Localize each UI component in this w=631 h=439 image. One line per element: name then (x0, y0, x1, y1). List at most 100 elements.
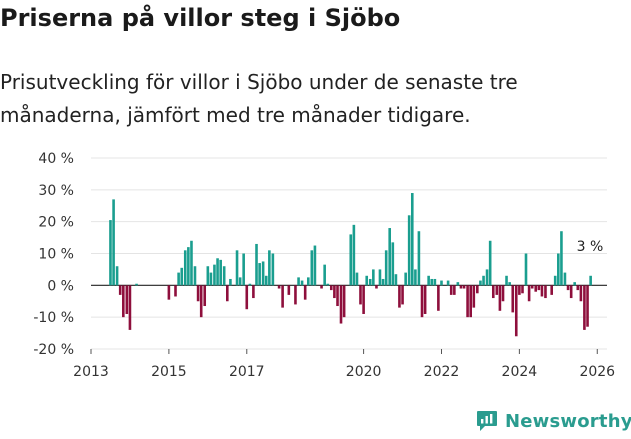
bar (527, 285, 531, 302)
bar (569, 285, 573, 299)
x-tick-label: 2022 (424, 364, 460, 380)
bar (563, 272, 567, 286)
bar (521, 285, 524, 294)
y-tick-label: 40 % (38, 151, 74, 167)
bar (482, 275, 485, 286)
bar (440, 280, 443, 286)
bar (573, 282, 576, 286)
x-tick-label: 2024 (502, 364, 538, 380)
bar (553, 275, 557, 286)
bar (238, 277, 242, 286)
bar (476, 285, 479, 294)
bar (466, 285, 469, 318)
bar (589, 275, 592, 286)
bar (242, 253, 245, 286)
bar (349, 234, 353, 286)
bar (485, 269, 489, 286)
bar (446, 280, 450, 286)
bar (206, 266, 210, 286)
bar (115, 266, 119, 286)
bar (255, 243, 258, 286)
bar (122, 285, 125, 318)
bar (501, 285, 505, 302)
bar (235, 250, 239, 286)
bar (342, 285, 346, 318)
bar (264, 275, 268, 286)
bar (277, 285, 281, 289)
bar (329, 285, 333, 291)
x-tick-label: 2013 (73, 364, 109, 380)
y-tick-label: -10 % (33, 310, 74, 326)
bar (297, 277, 300, 286)
bar (199, 285, 203, 318)
bar (394, 274, 398, 286)
chart-subtitle: Prisutveckling för villor i Sjöbo under … (0, 70, 518, 127)
bar (180, 267, 184, 286)
bar (550, 285, 554, 295)
bar (423, 285, 427, 314)
bar (112, 199, 115, 286)
bar (359, 285, 362, 305)
bar (384, 250, 388, 286)
x-tick-label: 2017 (229, 364, 265, 380)
bar (187, 247, 190, 286)
bar (410, 193, 414, 286)
bar (183, 250, 187, 286)
bar-series (109, 193, 592, 337)
bar (524, 253, 528, 286)
bar (378, 269, 382, 286)
bar (219, 259, 222, 286)
bar (248, 283, 252, 286)
bar (326, 283, 330, 286)
bar (320, 285, 323, 289)
bar (407, 215, 411, 286)
bar (491, 285, 495, 299)
bar (469, 285, 472, 318)
bar (420, 285, 424, 318)
y-tick-label: 30 % (38, 183, 74, 199)
bar (125, 285, 129, 314)
bar (534, 285, 538, 292)
bar (323, 264, 326, 286)
bar (352, 224, 356, 286)
bar (511, 285, 515, 313)
bar (307, 277, 310, 286)
bar (177, 272, 180, 286)
bar (271, 253, 275, 286)
bar (261, 261, 265, 286)
bar (544, 285, 547, 299)
bar (118, 285, 122, 295)
bar (427, 275, 430, 286)
bar (576, 285, 580, 291)
chart-title: Priserna på villor steg i Sjöbo (0, 4, 401, 32)
bar (203, 285, 207, 307)
bar (209, 272, 213, 286)
bar (566, 285, 570, 291)
y-tick-label: 10 % (38, 247, 74, 263)
newsworthy-logo[interactable]: Newsworthy (476, 407, 631, 435)
bar (167, 285, 171, 300)
bar (583, 285, 586, 330)
bar (222, 266, 226, 286)
newsworthy-logo-icon (477, 411, 497, 431)
bar (128, 285, 132, 330)
bar (229, 278, 232, 286)
gridlines (91, 157, 607, 350)
bar (281, 285, 284, 308)
y-tick-label: 20 % (38, 215, 74, 231)
bar (333, 285, 336, 299)
bar (245, 285, 249, 310)
bar (365, 275, 369, 286)
bar (193, 266, 197, 286)
bar (372, 269, 375, 286)
bar (456, 282, 460, 286)
bar (381, 278, 385, 286)
bar (336, 285, 339, 307)
bar (388, 228, 391, 286)
bar (540, 285, 544, 297)
bar (401, 285, 404, 305)
bar (430, 278, 434, 286)
bar (579, 285, 583, 302)
bar (495, 285, 499, 295)
